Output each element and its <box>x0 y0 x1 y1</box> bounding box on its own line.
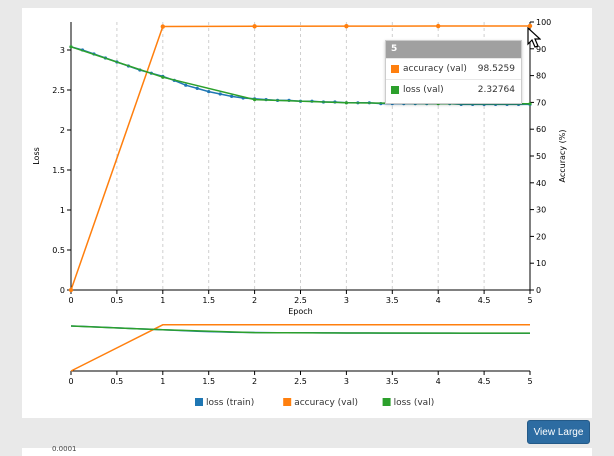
series-point-loss-train <box>184 83 188 87</box>
x-axis-label: Epoch <box>288 307 313 316</box>
y-tick-label-3: 3 <box>60 46 65 55</box>
x-tick-label-3.5: 3.5 <box>386 296 399 305</box>
y2-tick-label-60: 60 <box>536 125 546 134</box>
y-tick-label-2: 2 <box>60 126 65 135</box>
navigator-tick-label-4.5: 4.5 <box>478 377 491 386</box>
series-point-accuracy-val <box>436 23 441 29</box>
x-tick-label-4: 4 <box>436 296 441 305</box>
legend-swatch-accuracy-val <box>283 398 292 406</box>
y-tick-label-0: 0 <box>60 286 65 295</box>
x-tick-label-5: 5 <box>527 296 532 305</box>
x-tick-label-1.5: 1.5 <box>202 296 215 305</box>
y2-tick-label-10: 10 <box>536 259 546 268</box>
tooltip-value-accuracy: 98.5259 <box>477 64 515 74</box>
series-point-loss-val <box>528 102 532 106</box>
y-tick-label-1: 1 <box>60 206 65 215</box>
y2-axis-label: Accuracy (%) <box>558 130 567 183</box>
series-point-loss-train <box>230 94 234 98</box>
legend-label-accuracy-val: accuracy (val) <box>294 398 358 408</box>
series-point-loss-train <box>207 90 211 94</box>
y2-tick-label-30: 30 <box>536 206 546 215</box>
tooltip-row-loss: loss (val) 2.32764 <box>386 79 521 100</box>
y2-tick-label-100: 100 <box>536 18 551 27</box>
navigator-tick-label-5: 5 <box>527 377 532 386</box>
y2-tick-label-90: 90 <box>536 45 546 54</box>
series-point-loss-val <box>253 98 257 102</box>
chart-tooltip: 5 accuracy (val) 98.5259 loss (val) 2.32… <box>385 40 522 104</box>
navigator-tick-label-4: 4 <box>436 377 441 386</box>
y2-tick-label-70: 70 <box>536 98 546 107</box>
tooltip-label-accuracy: accuracy (val) <box>403 64 467 74</box>
y-tick-label-0.5: 0.5 <box>52 246 65 255</box>
y2-tick-label-20: 20 <box>536 232 546 241</box>
y2-tick-label-40: 40 <box>536 179 546 188</box>
y2-tick-label-50: 50 <box>536 152 546 161</box>
x-tick-label-3: 3 <box>344 296 349 305</box>
navigator-tick-label-0.5: 0.5 <box>111 377 124 386</box>
x-tick-label-4.5: 4.5 <box>478 296 491 305</box>
y-tick-label-1.5: 1.5 <box>52 166 65 175</box>
x-tick-label-2.5: 2.5 <box>294 296 307 305</box>
tooltip-value-loss: 2.32764 <box>477 85 515 95</box>
tooltip-swatch-accuracy <box>391 65 399 73</box>
tooltip-label-loss: loss (val) <box>403 85 444 95</box>
navigator-tick-label-1: 1 <box>160 377 165 386</box>
navigator-tick-label-3.5: 3.5 <box>386 377 399 386</box>
x-tick-label-0.5: 0.5 <box>111 296 124 305</box>
navigator-tick-label-3: 3 <box>344 377 349 386</box>
y2-tick-label-80: 80 <box>536 72 546 81</box>
navigator-tick-label-1.5: 1.5 <box>202 377 215 386</box>
tooltip-row-accuracy: accuracy (val) 98.5259 <box>386 58 521 79</box>
navigator-line-loss-val <box>70 325 531 334</box>
navigator-tick-label-2.5: 2.5 <box>294 377 307 386</box>
x-tick-label-1: 1 <box>160 296 165 305</box>
series-point-loss-train <box>218 92 222 96</box>
legend-label-loss-train: loss (train) <box>206 398 254 408</box>
mouse-cursor-icon <box>527 27 541 48</box>
legend-label-loss-val: loss (val) <box>394 398 435 408</box>
series-point-loss-train <box>195 86 199 90</box>
next-card-fragment: 0.0001 <box>22 445 592 456</box>
legend-swatch-loss-train <box>195 398 203 406</box>
y-tick-label-2.5: 2.5 <box>52 86 65 95</box>
series-point-accuracy-val <box>527 23 533 29</box>
series-point-loss-val <box>344 101 348 105</box>
series-line-accuracy-val <box>70 25 531 291</box>
view-large-button[interactable]: View Large <box>527 420 590 444</box>
navigator-tick-label-2: 2 <box>252 377 257 386</box>
series-point-loss-val <box>69 45 73 49</box>
x-tick-label-2: 2 <box>252 296 257 305</box>
navigator-line-accuracy-val <box>70 323 531 372</box>
series-point-accuracy-val <box>344 23 349 29</box>
tooltip-header: 5 <box>386 41 521 58</box>
navigator-tick-label-0: 0 <box>68 377 73 386</box>
legend-swatch-loss-val <box>382 398 391 406</box>
y2-tick-label-0: 0 <box>536 286 541 295</box>
series-point-accuracy-val <box>160 24 165 29</box>
series-point-accuracy-val <box>252 24 257 29</box>
tooltip-swatch-loss <box>391 86 399 94</box>
next-card-tick: 0.0001 <box>52 445 77 453</box>
y-axis-label: Loss <box>32 147 41 165</box>
x-tick-label-0: 0 <box>68 296 73 305</box>
series-point-accuracy-val <box>68 287 74 293</box>
series-point-loss-val <box>161 75 165 79</box>
